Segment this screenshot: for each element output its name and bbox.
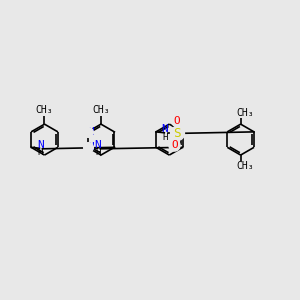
Text: N: N [87,142,94,152]
Text: CH₃: CH₃ [236,108,254,118]
Text: O: O [173,116,180,127]
Text: N: N [161,124,168,134]
Text: H: H [162,133,167,142]
Text: H: H [95,148,101,157]
Text: N: N [37,140,44,150]
Text: CH₃: CH₃ [36,106,53,116]
Text: CH₃: CH₃ [92,106,110,116]
Text: N: N [94,140,101,150]
Text: S: S [173,127,181,140]
Text: H: H [38,148,43,157]
Text: CH₃: CH₃ [236,161,254,171]
Text: O: O [171,140,178,150]
Text: N: N [87,127,94,137]
